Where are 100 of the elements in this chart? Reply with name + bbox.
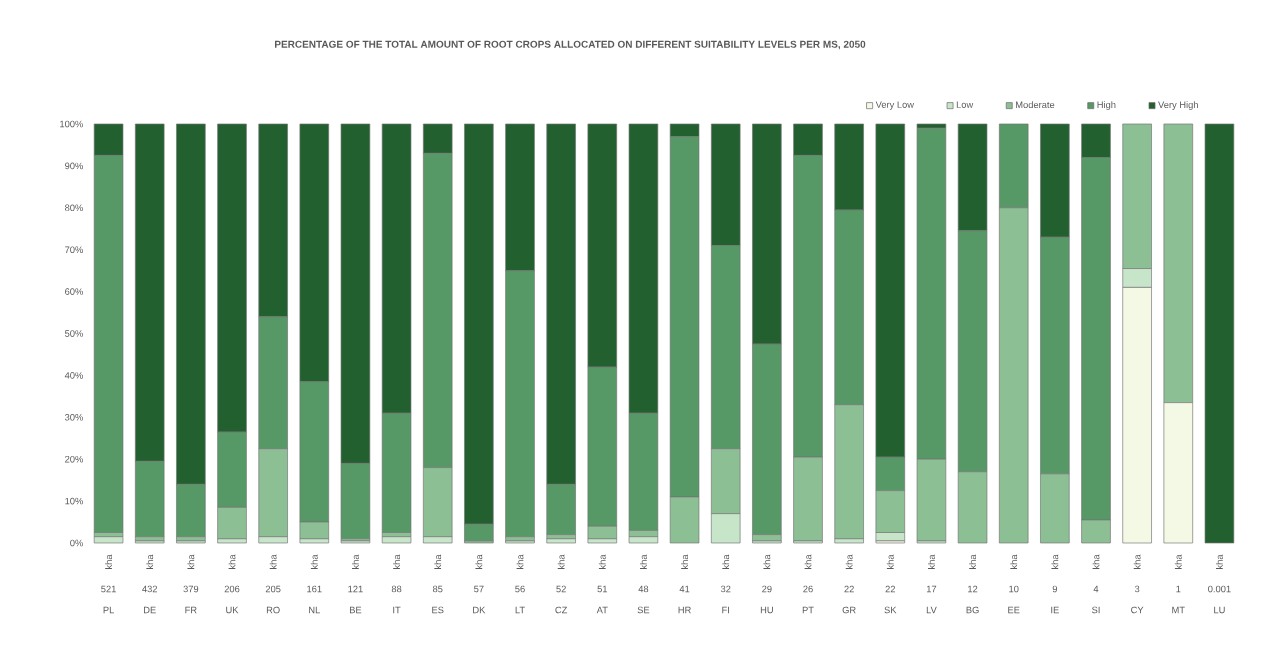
x-tick-label: HR [678, 606, 691, 614]
text: kha [886, 554, 894, 569]
text: kha [763, 554, 771, 569]
text: kha [187, 554, 195, 569]
x-tick-label: BE [349, 606, 362, 614]
y-tick-label: 40% [64, 372, 83, 379]
text: 10 [1009, 585, 1019, 593]
text: kha [640, 554, 647, 569]
y-tick-label: 10% [65, 497, 83, 505]
x-tick-label: GR [842, 606, 856, 614]
x-tick-label: IE [1051, 606, 1059, 614]
y-tick-label: 50% [64, 330, 83, 337]
x-tick-label: UK [226, 606, 239, 614]
x-tick-label: LT [515, 606, 525, 614]
x-tick-label: LU [1214, 606, 1225, 614]
text: kha [1010, 554, 1018, 569]
text: kha [1133, 554, 1141, 569]
text: 161 [307, 585, 322, 593]
legend-label: Very Low [875, 101, 915, 110]
x-tick-label: FR [185, 606, 197, 614]
text: 432 [142, 585, 158, 593]
bar [134, 540, 165, 544]
text: kha [105, 554, 112, 569]
y-tick-label: 0% [70, 539, 83, 547]
x-tick-label: PL [103, 606, 114, 614]
y-tick-label: 30% [64, 414, 83, 421]
y-tick-label: 60% [65, 288, 83, 295]
text: 88 [391, 585, 402, 593]
text: 22 [844, 585, 854, 593]
text: kha [475, 554, 483, 569]
text: 48 [638, 585, 649, 593]
text: 85 [432, 585, 443, 593]
text: 3 [1134, 585, 1140, 593]
x-tick-label: AT [596, 606, 608, 614]
legend-label: Moderate [1016, 101, 1055, 109]
bar [176, 540, 206, 544]
text: 521 [101, 585, 116, 593]
legend-label: High [1097, 101, 1116, 110]
text: kha [1216, 554, 1223, 569]
x-tick-label: HU [760, 606, 773, 614]
text: kha [146, 554, 154, 569]
text: kha [845, 554, 853, 569]
y-tick-label: 80% [65, 204, 83, 212]
text: 17 [926, 585, 937, 593]
text: kha [598, 554, 606, 569]
x-tick-label: NL [309, 606, 320, 614]
text: 9 [1052, 585, 1058, 593]
x-tick-label: BG [966, 606, 979, 614]
text: kha [1092, 554, 1100, 569]
text: 26 [803, 585, 813, 593]
x-tick-label: DK [473, 606, 486, 614]
text: kha [557, 554, 565, 569]
x-tick-label: RO [266, 606, 280, 614]
bar [1204, 123, 1235, 544]
text: kha [969, 554, 976, 569]
text: 121 [348, 585, 363, 593]
text: 29 [762, 585, 772, 593]
y-tick-label: 100% [60, 120, 83, 128]
text: 51 [597, 585, 608, 593]
text: kha [269, 554, 277, 569]
text: kha [228, 554, 236, 569]
text: 52 [556, 585, 566, 593]
text: 56 [515, 585, 525, 593]
text: 32 [720, 585, 731, 593]
text: 22 [885, 585, 896, 593]
x-tick-label: DE [144, 606, 156, 614]
y-tick-label: 20% [65, 455, 83, 463]
bar [505, 540, 535, 544]
x-tick-label: CZ [555, 606, 568, 614]
x-tick-label: SE [637, 606, 650, 614]
x-tick-label: ES [432, 606, 444, 614]
text: kha [1174, 554, 1182, 569]
bar [546, 538, 576, 544]
x-tick-label: EE [1008, 606, 1020, 614]
y-tick-label: 90% [65, 162, 83, 170]
x-tick-label: CY [1131, 606, 1144, 614]
x-tick-label: MT [1172, 606, 1185, 614]
text: 205 [265, 585, 281, 593]
text: 4 [1093, 585, 1099, 593]
text: 379 [183, 585, 199, 593]
text: kha [516, 554, 524, 569]
text: 41 [679, 585, 690, 593]
x-tick-label: LV [926, 606, 937, 614]
x-tick-label: FI [722, 606, 730, 614]
text: 12 [968, 585, 978, 593]
text: 1 [1176, 585, 1181, 593]
x-tick-label: SK [884, 606, 897, 614]
bar [93, 536, 124, 544]
text: kha [928, 554, 935, 569]
text: 206 [224, 585, 240, 593]
x-tick-label: IT [393, 606, 401, 614]
text: kha [722, 554, 730, 569]
bar [381, 536, 412, 544]
legend-label: Low [956, 101, 974, 108]
legend-label: Very High [1158, 101, 1198, 110]
text: kha [1051, 554, 1059, 569]
chart-title: PERCENTAGE OF THE TOTAL AMOUNT OF ROOT CROPS ALLOCATED ON DIFFERENT SUITABILITY LEVELS PER MS, 2050 [275, 40, 866, 50]
text: 57 [474, 585, 484, 593]
text: kha [681, 554, 688, 569]
text: kha [310, 554, 318, 569]
